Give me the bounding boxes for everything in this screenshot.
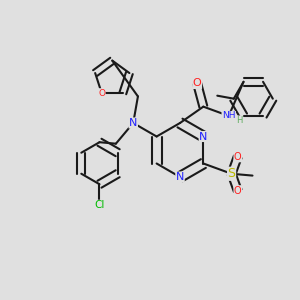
Text: S: S <box>228 167 236 180</box>
Text: O: O <box>193 79 202 88</box>
Text: H: H <box>236 116 242 125</box>
Text: NH: NH <box>222 111 236 120</box>
Text: N: N <box>176 172 184 182</box>
Text: O: O <box>234 152 242 162</box>
Text: O: O <box>234 186 242 196</box>
Text: Cl: Cl <box>94 200 105 210</box>
Text: N: N <box>129 118 137 128</box>
Text: O: O <box>98 89 105 98</box>
Text: N: N <box>199 131 208 142</box>
